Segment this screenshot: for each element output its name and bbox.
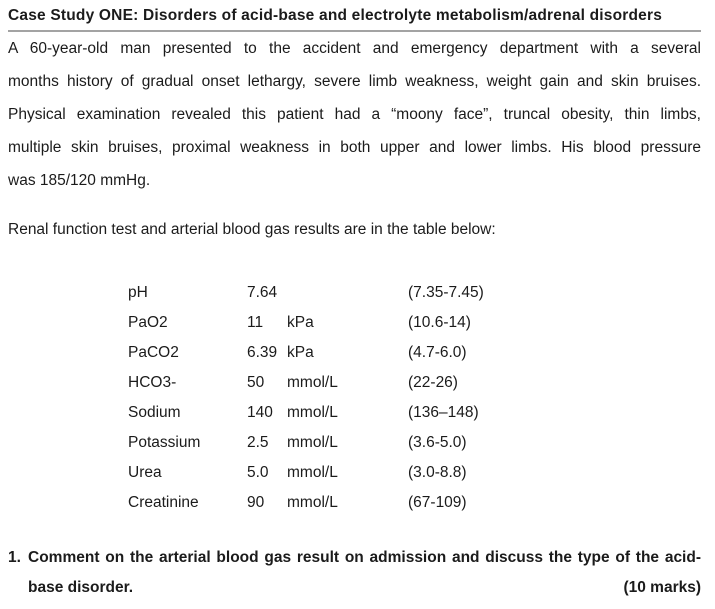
results-intro-text: Renal function test and arterial blood g… <box>8 221 496 238</box>
analyte-unit <box>287 278 408 308</box>
case-description-line: Physical examination revealed this patie… <box>8 106 701 123</box>
table-row: PaO2 11 kPa (10.6-14) <box>128 308 701 338</box>
reference-range: (136–148) <box>408 404 479 421</box>
case-description-line: was 185/120 mmHg. <box>8 172 151 189</box>
case-description-line: A 60-year-old man presented to the accid… <box>8 40 701 57</box>
table-row: Creatinine 90 mmol/L (67-109) <box>128 488 701 518</box>
table-row: Sodium 140 mmol/L (136–148) <box>128 398 701 428</box>
question-number: 1. <box>8 549 21 566</box>
reference-range: (22-26) <box>408 374 458 391</box>
analyte-unit: mmol/L <box>287 464 338 481</box>
table-row: HCO3- 50 mmol/L (22-26) <box>128 368 701 398</box>
analyte-name: Creatinine <box>128 494 199 511</box>
analyte-value: 50 <box>247 374 265 391</box>
analyte-name: Urea <box>128 464 162 481</box>
analyte-unit: kPa <box>287 344 314 361</box>
analyte-unit: mmol/L <box>287 494 338 511</box>
question-marks: (10 marks) <box>623 579 701 596</box>
analyte-unit: kPa <box>287 314 314 331</box>
analyte-value: 5.0 <box>247 464 269 481</box>
analyte-name: PaCO2 <box>128 344 179 361</box>
analyte-name: Sodium <box>128 404 181 421</box>
question-text-line: base disorder. (10 marks) <box>28 573 701 603</box>
analyte-name: HCO3- <box>128 374 177 391</box>
document-title: Case Study ONE: Disorders of acid-base a… <box>8 7 663 24</box>
analyte-value: 11 <box>247 314 264 331</box>
table-row: Potassium 2.5 mmol/L (3.6-5.0) <box>128 428 701 458</box>
case-description-line: multiple skin bruises, proximal weakness… <box>8 139 701 156</box>
analyte-value: 6.39 <box>247 344 278 361</box>
question-text-line: Comment on the arterial blood gas result… <box>28 549 701 566</box>
table-row: PaCO2 6.39 kPa (4.7-6.0) <box>128 338 701 368</box>
table-row: Urea 5.0 mmol/L (3.0-8.8) <box>128 458 701 488</box>
reference-range: (3.0-8.8) <box>408 464 467 481</box>
results-table: pH 7.64 (7.35-7.45) PaO2 11 kPa (10.6-14… <box>128 278 701 518</box>
title-divider <box>8 30 701 32</box>
reference-range: (67-109) <box>408 494 467 511</box>
analyte-name: PaO2 <box>128 314 168 331</box>
analyte-name: Potassium <box>128 434 201 451</box>
analyte-value: 7.64 <box>247 284 278 301</box>
analyte-value: 2.5 <box>247 434 269 451</box>
analyte-unit: mmol/L <box>287 374 338 391</box>
analyte-value: 140 <box>247 404 273 421</box>
case-description-line: months history of gradual onset lethargy… <box>8 73 701 90</box>
analyte-name: pH <box>128 284 148 301</box>
question-text-end: base disorder. <box>28 579 134 596</box>
analyte-value: 90 <box>247 494 265 511</box>
reference-range: (10.6-14) <box>408 314 471 331</box>
reference-range: (7.35-7.45) <box>408 284 484 301</box>
table-row: pH 7.64 (7.35-7.45) <box>128 278 701 308</box>
analyte-unit: mmol/L <box>287 434 338 451</box>
question-1: 1. Comment on the arterial blood gas res… <box>8 543 701 603</box>
analyte-unit: mmol/L <box>287 404 338 421</box>
case-description: A 60-year-old man presented to the accid… <box>8 32 701 197</box>
reference-range: (3.6-5.0) <box>408 434 467 451</box>
question-body: Comment on the arterial blood gas result… <box>28 543 701 603</box>
reference-range: (4.7-6.0) <box>408 344 467 361</box>
